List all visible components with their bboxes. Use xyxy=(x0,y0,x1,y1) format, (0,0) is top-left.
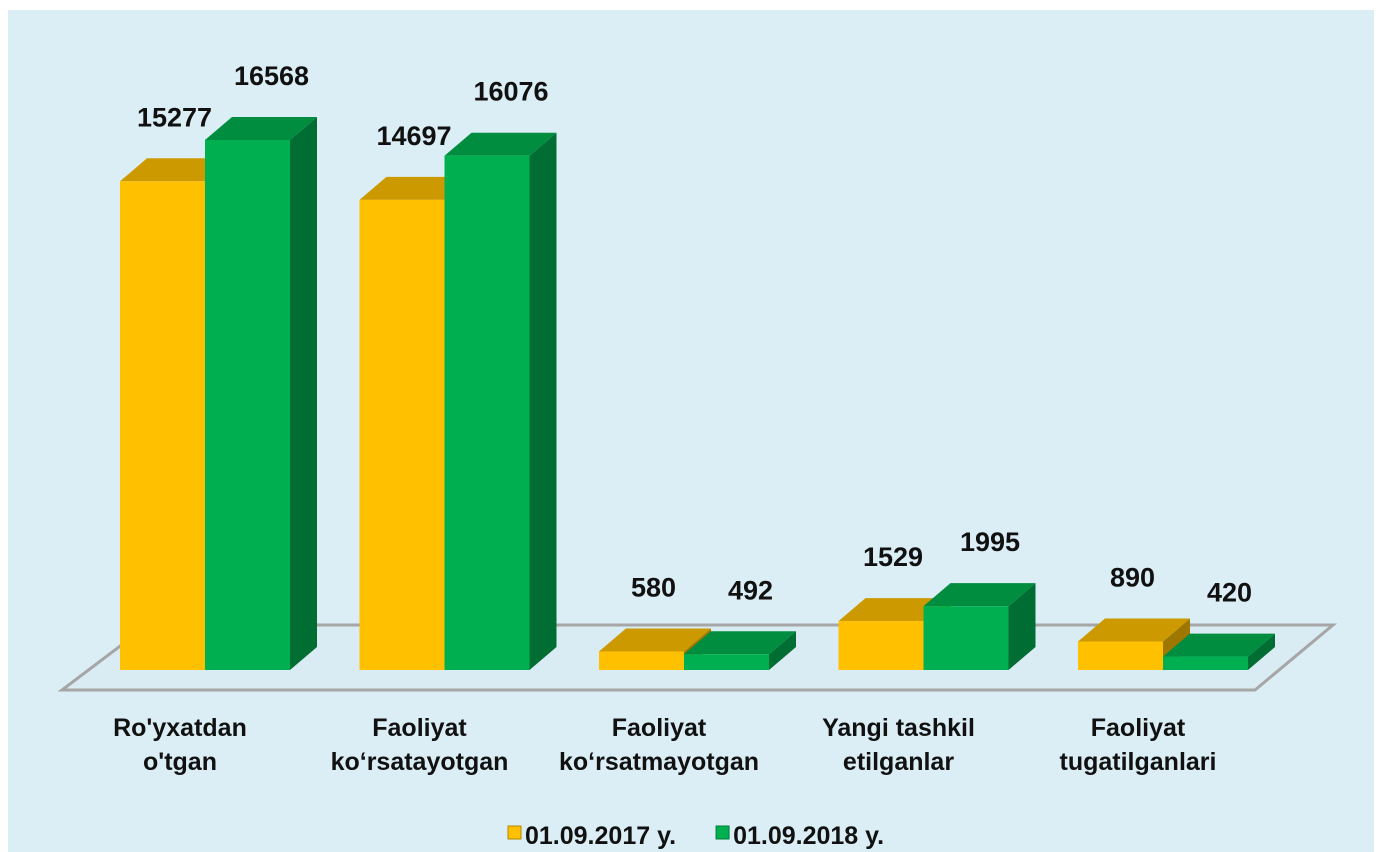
value-label: 15277 xyxy=(137,102,212,132)
x-tick-label: o'tgan xyxy=(143,748,217,776)
value-label: 16076 xyxy=(473,77,548,107)
bar xyxy=(205,140,290,670)
bar xyxy=(684,654,769,670)
x-tick-label: Ro'yxatdan xyxy=(113,714,247,742)
bar xyxy=(599,651,684,670)
bar-top xyxy=(205,117,317,140)
x-tick-label: Yangi tashkil xyxy=(822,714,975,742)
bar-top xyxy=(1078,618,1190,642)
bar-side xyxy=(290,117,317,670)
value-label: 492 xyxy=(728,575,773,605)
value-label: 420 xyxy=(1207,578,1252,608)
bar xyxy=(1078,641,1163,670)
legend-swatch xyxy=(715,825,730,840)
bar-top xyxy=(838,598,951,622)
x-tick-label: etilganlar xyxy=(843,748,954,776)
value-label: 580 xyxy=(631,572,676,602)
legend-label: 01.09.2018 y. xyxy=(733,822,884,850)
bar-top xyxy=(684,631,796,655)
bar-top xyxy=(120,158,232,182)
bar-top xyxy=(599,628,711,652)
bar xyxy=(120,181,205,670)
x-tick-label: Faoliyat xyxy=(612,714,707,742)
bar xyxy=(1163,656,1248,670)
bar-side xyxy=(529,132,557,670)
legend-swatch xyxy=(507,825,522,840)
value-label: 1529 xyxy=(863,542,923,572)
x-tick-label: Faoliyat xyxy=(1091,714,1186,742)
x-tick-label: ko‘rsatmayotgan xyxy=(559,748,759,776)
bar-side xyxy=(1248,633,1275,670)
bar-top xyxy=(1163,633,1275,657)
x-tick-label: ko‘rsatayotgan xyxy=(331,748,509,776)
bar xyxy=(923,606,1009,670)
bar-top xyxy=(359,176,472,200)
bar-side xyxy=(1008,583,1036,670)
value-label: 16568 xyxy=(234,61,309,91)
x-tick-label: tugatilganlari xyxy=(1060,748,1217,776)
bar-side xyxy=(769,631,796,670)
bar xyxy=(359,199,445,671)
bar-top xyxy=(923,583,1036,607)
value-label: 14697 xyxy=(376,121,451,151)
x-tick-label: Faoliyat xyxy=(372,714,467,742)
bar-top xyxy=(444,132,557,156)
bar xyxy=(838,621,924,670)
bar xyxy=(444,155,530,670)
value-label: 1995 xyxy=(960,527,1020,557)
legend-label: 01.09.2017 y. xyxy=(525,822,676,850)
value-label: 890 xyxy=(1110,563,1155,593)
